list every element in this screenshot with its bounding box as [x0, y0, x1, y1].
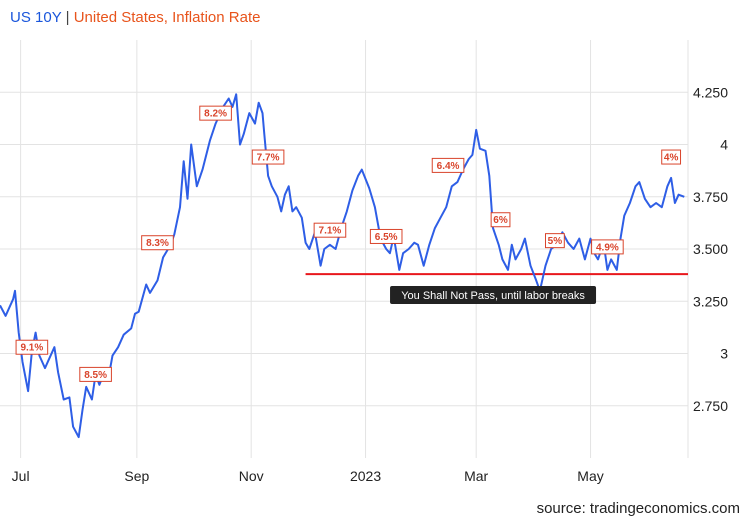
y-tick-label: 3	[720, 346, 728, 362]
inflation-label-box	[661, 149, 682, 165]
series-layer	[0, 93, 685, 439]
inflation-label: 8.5%	[84, 370, 107, 381]
inflation-label: 6.4%	[437, 161, 460, 172]
y-tick-label: 2.750	[693, 398, 728, 414]
x-tick-label: Jul	[12, 468, 30, 484]
inflation-label: 6.5%	[375, 232, 398, 243]
inflation-label-box	[369, 228, 403, 244]
x-tick-label: Nov	[239, 468, 264, 484]
inflation-label: 8.2%	[204, 109, 227, 120]
note-box	[390, 285, 597, 304]
inflation-label: 5%	[548, 236, 563, 247]
series-line-us10y	[0, 93, 685, 439]
inflation-label: 9.1%	[20, 343, 43, 354]
axis-layer: 2.750 3 3.250 3.500 3.750 4 4.250 Jul Sep Nov 2023…	[12, 84, 729, 484]
inflation-label: 4%	[664, 153, 679, 164]
inflation-label-box	[490, 212, 511, 228]
inflation-label: 7.1%	[319, 226, 342, 237]
inflation-label: 8.3%	[146, 238, 169, 249]
inflation-label-box	[15, 339, 49, 355]
note-text: You Shall Not Pass, until labor breaks	[401, 290, 585, 302]
inflation-label-box	[544, 233, 565, 249]
y-tick-label: 3.250	[693, 293, 728, 309]
x-tick-label: May	[577, 468, 603, 484]
grid-layer	[0, 40, 689, 458]
chart-title: US 10Y | United States, Inflation Rate	[10, 9, 260, 26]
inflation-label-box	[313, 222, 347, 238]
inflation-label-box	[251, 149, 285, 165]
inflation-label: 4.9%	[596, 242, 619, 253]
title-secondary[interactable]: United States, Inflation Rate	[73, 9, 261, 26]
inflation-label-box	[79, 366, 112, 382]
y-tick-label: 4.250	[693, 84, 728, 100]
y-tick-label: 3.750	[693, 189, 728, 205]
source-credit[interactable]: source: tradingeconomics.com	[536, 500, 740, 517]
inflation-label: 6%	[493, 215, 508, 226]
y-tick-label: 4	[720, 137, 728, 153]
annotation-layer: 9.1% 8.5% 8.3% 8.2% 7.7% 7.1% 6.5% 6.4% 6% 5% 4.9%…	[15, 105, 682, 382]
title-primary[interactable]: US 10Y	[10, 9, 62, 26]
inflation-label-box	[141, 235, 174, 251]
inflation-label-box	[431, 157, 465, 173]
x-tick-label: 2023	[350, 468, 381, 484]
inflation-label-box	[199, 105, 232, 121]
inflation-label-box	[591, 239, 624, 255]
x-tick-label: Mar	[464, 468, 488, 484]
title-separator: |	[65, 9, 70, 26]
y-tick-label: 3.500	[693, 241, 728, 257]
x-tick-label: Sep	[124, 468, 149, 484]
inflation-label: 7.7%	[257, 153, 280, 164]
